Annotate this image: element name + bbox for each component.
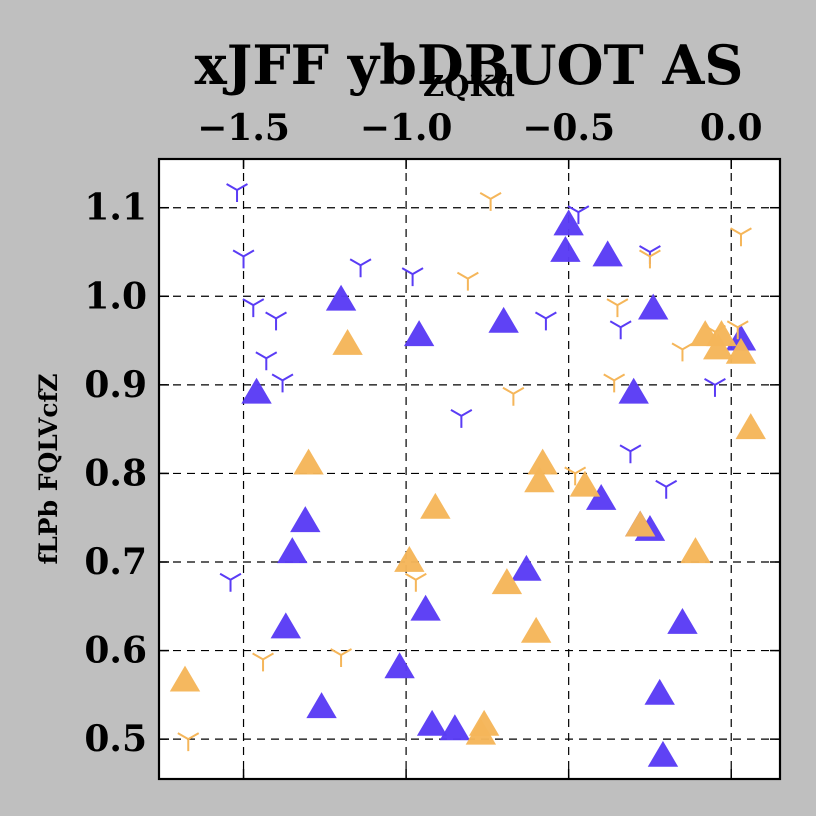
data-point-tri-down (564, 466, 587, 486)
data-point-triangle (524, 466, 555, 493)
data-point-triangle (293, 448, 324, 475)
data-point-triangle (680, 537, 711, 564)
data-point-triangle (420, 492, 451, 519)
data-point-tri-down (349, 258, 372, 278)
data-point-tri-down (534, 311, 557, 331)
data-point-triangle (647, 740, 679, 767)
data-point-triangle (410, 594, 441, 621)
data-point-triangle (520, 616, 552, 643)
y-tick-label: 0.6 (84, 630, 147, 672)
data-points (169, 183, 766, 767)
data-point-tri-down (219, 572, 242, 592)
y-tick-label: 0.9 (84, 364, 147, 406)
data-point-triangle (394, 546, 425, 572)
data-point-triangle (277, 537, 308, 564)
x-axis-label: ZQKd (423, 69, 515, 103)
data-point-tri-down (265, 311, 287, 331)
data-point-triangle (644, 678, 675, 705)
data-point-tri-down (232, 249, 255, 269)
data-point-triangle (468, 709, 500, 736)
data-point-triangle (550, 236, 581, 262)
x-tick-label: −1.5 (197, 107, 290, 149)
data-point-triangle (325, 284, 357, 311)
data-point-triangle (735, 413, 766, 440)
plot-frame (157, 157, 782, 781)
data-point-tri-down (479, 191, 502, 211)
data-point-triangle (618, 377, 649, 404)
y-tick-label: 0.5 (84, 718, 147, 760)
data-point-triangle (403, 320, 435, 347)
data-point-triangle (703, 333, 734, 360)
data-point-triangle (306, 692, 337, 719)
y-tick-label: 1.1 (84, 187, 147, 229)
data-point-tri-down (606, 298, 629, 318)
data-point-tri-down (177, 732, 200, 752)
data-point-tri-down (255, 351, 278, 371)
data-point-tri-down (603, 373, 626, 393)
x-tick-label: −0.5 (522, 107, 615, 149)
data-point-tri-down (655, 479, 678, 499)
data-point-triangle (585, 484, 617, 510)
data-point-tri-down (619, 444, 642, 464)
data-point-tri-down (567, 205, 590, 225)
y-tick-label: 0.8 (84, 452, 147, 494)
data-point-triangle (332, 329, 363, 355)
data-point-tri-down (704, 377, 726, 397)
y-tick-label: 1.0 (84, 275, 147, 317)
data-point-triangle (416, 709, 448, 736)
data-point-tri-down (226, 183, 248, 202)
data-point-tri-down (704, 324, 726, 344)
data-point-tri-down (450, 408, 473, 428)
chart-title: xJFF ybDBUOT AS (195, 33, 744, 97)
data-point-triangle (667, 608, 698, 634)
data-point-tri-down (639, 249, 661, 269)
x-tick-label: −1.0 (360, 107, 453, 149)
data-point-triangle (553, 209, 584, 236)
y-tick-label: 0.7 (84, 541, 147, 583)
data-point-tri-down (330, 648, 353, 667)
data-point-tri-down (671, 342, 694, 362)
y-axis-label: fLPb FQLVcfZ (34, 373, 63, 564)
data-point-tri-down (726, 320, 749, 340)
data-point-triangle (169, 665, 201, 692)
data-point-tri-down (730, 227, 752, 247)
data-point-tri-down (456, 271, 479, 291)
data-point-triangle (592, 240, 623, 267)
data-point-triangle (384, 652, 415, 679)
data-point-tri-down (502, 386, 525, 406)
data-point-tri-down (609, 320, 632, 340)
data-point-triangle (439, 714, 471, 741)
plot-background (159, 159, 780, 779)
data-point-triangle (706, 320, 737, 347)
data-point-triangle (241, 377, 272, 404)
data-point-triangle (637, 293, 669, 320)
data-point-triangle (725, 337, 757, 364)
data-point-triangle (527, 448, 558, 475)
data-point-triangle (624, 510, 656, 537)
data-point-triangle (511, 554, 542, 581)
data-point-triangle (491, 568, 523, 595)
data-point-triangle (270, 612, 302, 639)
data-point-tri-down (242, 298, 265, 318)
data-point-tri-down (404, 572, 427, 592)
data-point-triangle (488, 306, 519, 333)
x-tick-label: 0.0 (700, 107, 763, 149)
data-point-tri-down (401, 267, 424, 287)
data-point-triangle (569, 470, 601, 497)
axis-ticks: −1.5 −1.0 −0.5 0.0 0.5 0.6 0.7 0.8 0.9 1.0 1.1 (84, 107, 780, 779)
data-point-tri-down (252, 652, 274, 672)
data-point-triangle (290, 506, 321, 533)
data-point-tri-down (271, 373, 294, 393)
